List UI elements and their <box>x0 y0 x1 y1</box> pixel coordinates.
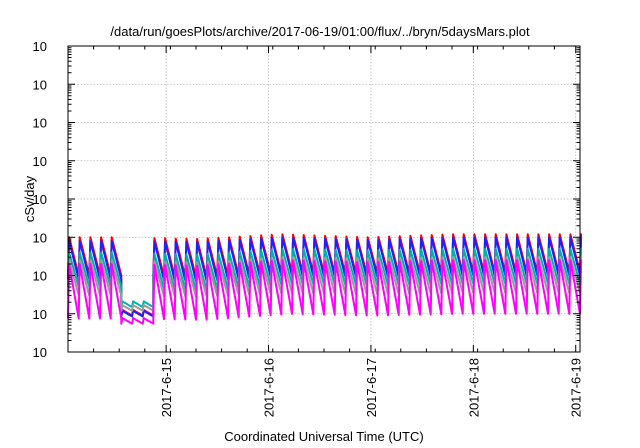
plot-series <box>67 233 583 325</box>
y-tick-label: 10 <box>33 154 47 169</box>
y-axis: 10-410-310-210-1100101102103104 <box>33 39 580 360</box>
y-tick-label: 10 <box>33 307 47 322</box>
y-tick-label: 10 <box>33 116 47 131</box>
x-tick-label: 2017-6-15 <box>159 358 174 417</box>
x-tick-label: 2017-6-19 <box>569 358 584 417</box>
x-axis-label: Coordinated Universal Time (UTC) <box>224 429 423 444</box>
y-tick-label: 10 <box>33 77 47 92</box>
data-series-line <box>67 259 583 325</box>
y-tick-label: 10 <box>33 345 47 360</box>
y-tick-label: 10 <box>33 269 47 284</box>
x-axis: 2017-6-15 2017-6-16 2017-6-17 2017-6-18 2017… <box>67 46 584 417</box>
x-tick-label: 2017-6-17 <box>364 358 379 417</box>
y-tick-label: 10 <box>33 230 47 245</box>
chart-title: /data/run/goesPlots/archive/2017-06-19/0… <box>110 24 530 39</box>
x-tick-label: 2017-6-16 <box>262 358 277 417</box>
x-tick-label: 2017-6-18 <box>466 358 481 417</box>
y-tick-label: 10 <box>33 39 47 54</box>
y-tick-label: 10 <box>33 192 47 207</box>
y-axis-label: cSv/day <box>22 175 37 222</box>
